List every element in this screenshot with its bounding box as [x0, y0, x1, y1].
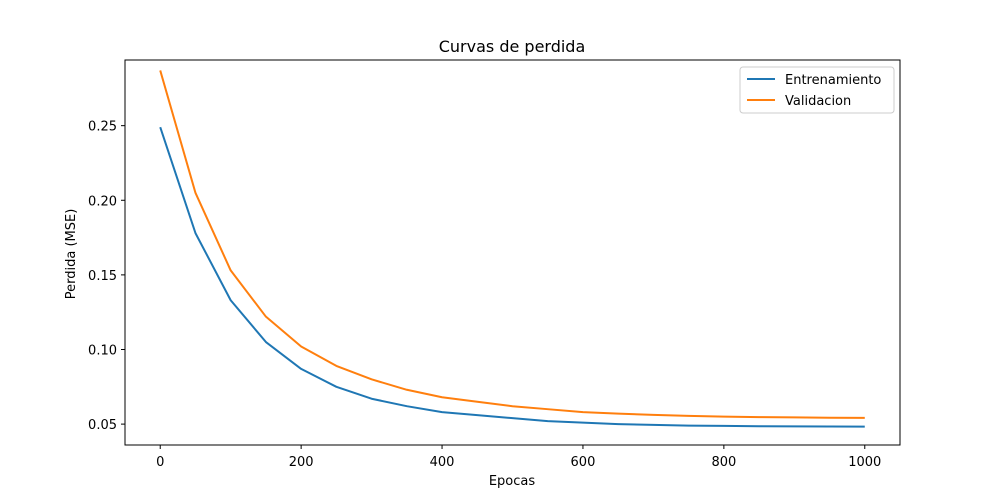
chart-title: Curvas de perdida — [439, 37, 586, 56]
plot-area — [124, 59, 901, 446]
x-tick-label: 800 — [711, 455, 736, 470]
plot-frame — [124, 59, 901, 446]
legend: Entrenamiento Validacion — [739, 66, 895, 114]
y-tick-label: 0.25 — [88, 120, 117, 135]
legend-label-1: Validacion — [785, 94, 851, 109]
y-axis-title: Perdida (MSE) — [64, 209, 79, 300]
x-tick-label: 0 — [156, 455, 164, 470]
y-tick-label: 0.15 — [88, 269, 117, 284]
y-tick-label: 0.10 — [88, 343, 117, 358]
x-tick-label: 400 — [430, 455, 455, 470]
y-tick-label: 0.20 — [88, 194, 117, 209]
x-tick-label: 600 — [571, 455, 596, 470]
x-tick-label: 200 — [289, 455, 314, 470]
series-line-1 — [159, 70, 865, 419]
series-line-0 — [159, 126, 865, 428]
y-tick-label: 0.05 — [88, 418, 117, 433]
legend-box — [739, 66, 895, 114]
legend-label-0: Entrenamiento — [785, 73, 881, 88]
y-axis: 0.05 0.10 0.15 0.20 0.25 — [88, 120, 125, 433]
x-axis-title: Epocas — [489, 474, 536, 489]
x-tick-label: 1000 — [848, 455, 881, 470]
series-group — [159, 70, 865, 428]
x-axis: 0 200 400 600 800 1000 — [156, 445, 881, 470]
